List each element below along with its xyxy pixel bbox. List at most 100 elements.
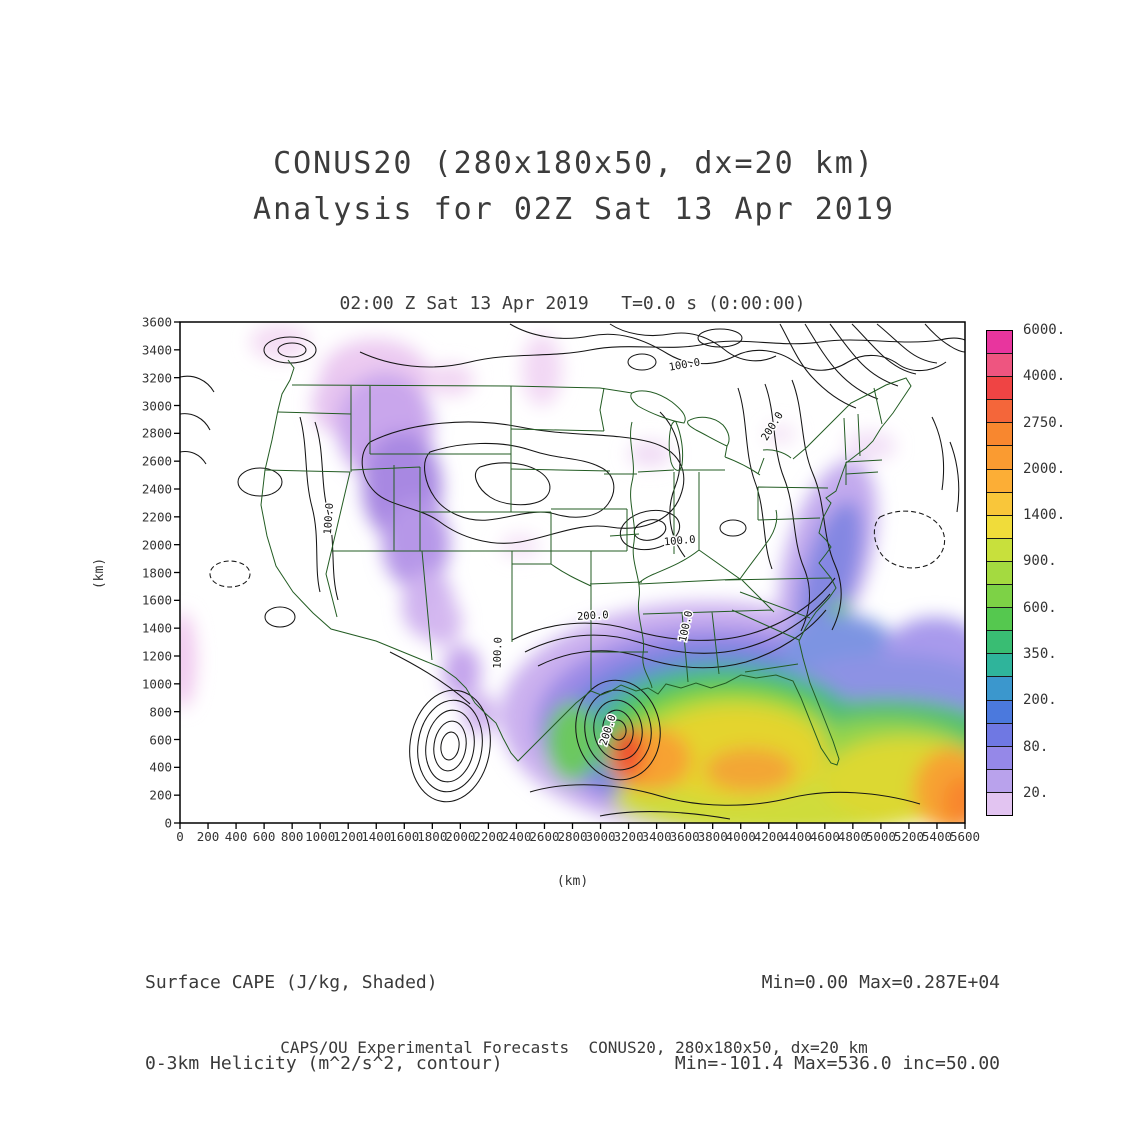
colorbar-segment xyxy=(987,607,1012,631)
y-tick-label: 2600 xyxy=(141,453,172,469)
colorbar-segment xyxy=(987,630,1012,654)
colorbar-segment xyxy=(987,468,1012,492)
y-axis-label: (km) xyxy=(92,557,108,590)
x-tick-label: 5600 xyxy=(949,829,981,844)
y-tick-label: 3200 xyxy=(141,370,172,386)
x-tick-label: 2000 xyxy=(445,829,476,844)
x-tick-label: 400 xyxy=(224,829,248,844)
helicity-contours-layer xyxy=(180,323,965,820)
x-tick-label: 4600 xyxy=(809,829,840,844)
svg-text:100.0: 100.0 xyxy=(663,534,696,549)
x-tick-label: 4800 xyxy=(837,829,868,844)
contour-field-stats: Min=-101.4 Max=536.0 inc=50.00 xyxy=(674,1053,1000,1074)
y-tick-label: 3400 xyxy=(141,342,172,358)
colorbar-tick-label: 200. xyxy=(1023,692,1057,709)
shaded-field-stats: Min=0.00 Max=0.287E+04 xyxy=(761,972,1000,993)
shaded-field-label: Surface CAPE (J/kg, Shaded) xyxy=(145,972,438,993)
cape-shading-layer xyxy=(180,324,965,823)
x-tick-label: 3200 xyxy=(613,829,644,844)
y-tick-label: 2000 xyxy=(141,537,172,553)
analysis-date-title: Analysis for 02Z Sat 13 Apr 2019 xyxy=(253,192,895,227)
x-tick-label: 4200 xyxy=(753,829,784,844)
svg-text:200.0: 200.0 xyxy=(577,609,609,623)
x-tick-label: 4000 xyxy=(725,829,756,844)
field-legend: Surface CAPE (J/kg, Shaded) 0-3km Helici… xyxy=(145,915,503,1131)
colorbar-segment xyxy=(987,445,1012,469)
x-tick-label: 4400 xyxy=(781,829,812,844)
x-tick-label: 5000 xyxy=(865,829,896,844)
x-tick-label: 1400 xyxy=(361,829,392,844)
colorbar-tick-label: 1400. xyxy=(1023,507,1066,524)
state-boundaries-layer xyxy=(260,359,912,766)
colorbar-segment xyxy=(987,699,1012,723)
x-tick-label: 3800 xyxy=(697,829,728,844)
y-tick-label: 600 xyxy=(149,732,172,747)
cape-colorbar xyxy=(986,330,1013,816)
contour-field-label: 0-3km Helicity (m^2/s^2, contour) xyxy=(145,1053,503,1074)
colorbar-segment xyxy=(987,768,1012,792)
colorbar-tick-label: 900. xyxy=(1023,553,1057,570)
map-plot-area: 100.0 200.0 100.0 100.0 200.0 100.0 100.0 200.0 xyxy=(174,321,966,829)
x-tick-label: 5400 xyxy=(921,829,953,844)
colorbar-segment xyxy=(987,745,1012,769)
x-tick-label: 5200 xyxy=(893,829,924,844)
y-tick-label: 400 xyxy=(149,759,172,775)
colorbar-segment xyxy=(987,399,1012,423)
colorbar-segment xyxy=(987,560,1012,585)
y-tick-label: 2400 xyxy=(141,481,172,497)
y-tick-label: 3600 xyxy=(141,314,172,330)
svg-text:100.0: 100.0 xyxy=(668,356,701,373)
x-tick-label: 3600 xyxy=(669,829,700,844)
x-tick-label: 600 xyxy=(252,829,276,844)
x-tick-label: 2600 xyxy=(529,829,560,844)
x-tick-label: 3400 xyxy=(641,829,672,844)
colorbar-tick-label: 350. xyxy=(1023,646,1057,662)
x-tick-label: 1200 xyxy=(333,829,364,844)
colorbar-segment xyxy=(987,422,1012,446)
field-stats: Min=0.00 Max=0.287E+04 Min=-101.4 Max=53… xyxy=(675,915,1000,1131)
y-tick-label: 2200 xyxy=(141,509,172,525)
colorbar-segment xyxy=(987,537,1012,561)
x-tick-label: 1000 xyxy=(305,829,336,844)
x-tick-label: 0 xyxy=(176,829,184,844)
y-tick-label: 200 xyxy=(149,787,172,803)
colorbar-segment xyxy=(987,491,1012,515)
y-tick-label: 3000 xyxy=(141,398,172,413)
y-tick-label: 2800 xyxy=(141,425,172,441)
y-tick-label: 1200 xyxy=(141,648,172,664)
colorbar-segment xyxy=(987,376,1012,400)
plot-timestamp-title: 02:00 Z Sat 13 Apr 2019 T=0.0 s (0:00:00… xyxy=(339,293,806,314)
colorbar-tick-label: 80. xyxy=(1023,738,1049,755)
svg-text:100.0: 100.0 xyxy=(322,503,336,535)
svg-text:100.0: 100.0 xyxy=(491,637,504,669)
colorbar-segment xyxy=(987,791,1012,815)
y-tick-label: 1400 xyxy=(141,620,172,636)
colorbar-tick-label: 6000. xyxy=(1023,322,1066,338)
colorbar-tick-label: 2750. xyxy=(1023,414,1066,431)
colorbar-tick-label: 2000. xyxy=(1023,460,1066,477)
x-tick-label: 200 xyxy=(196,829,220,844)
colorbar-segment xyxy=(987,653,1012,677)
model-title: CONUS20 (280x180x50, dx=20 km) xyxy=(273,146,875,181)
colorbar-segment xyxy=(987,331,1012,354)
x-axis-label: (km) xyxy=(556,874,589,889)
colorbar-segment xyxy=(987,353,1012,377)
x-tick-label: 2800 xyxy=(557,829,588,844)
x-tick-label: 3000 xyxy=(585,829,616,844)
y-tick-label: 800 xyxy=(149,704,172,720)
y-tick-label: 1600 xyxy=(141,592,172,608)
colorbar-tick-label: 20. xyxy=(1023,784,1049,801)
y-tick-label: 1800 xyxy=(141,565,172,580)
colorbar-segment xyxy=(987,722,1012,746)
colorbar-segment xyxy=(987,514,1012,538)
colorbar-tick-label: 4000. xyxy=(1023,368,1066,385)
colorbar-segment xyxy=(987,676,1012,700)
colorbar-segment xyxy=(987,584,1012,608)
y-tick-label: 1000 xyxy=(141,676,172,692)
colorbar-tick-label: 600. xyxy=(1023,599,1057,616)
footer-credit: CAPS/OU Experimental Forecasts CONUS20, … xyxy=(280,1038,868,1057)
x-tick-label: 2400 xyxy=(501,829,532,844)
y-tick-label: 0 xyxy=(164,815,172,831)
